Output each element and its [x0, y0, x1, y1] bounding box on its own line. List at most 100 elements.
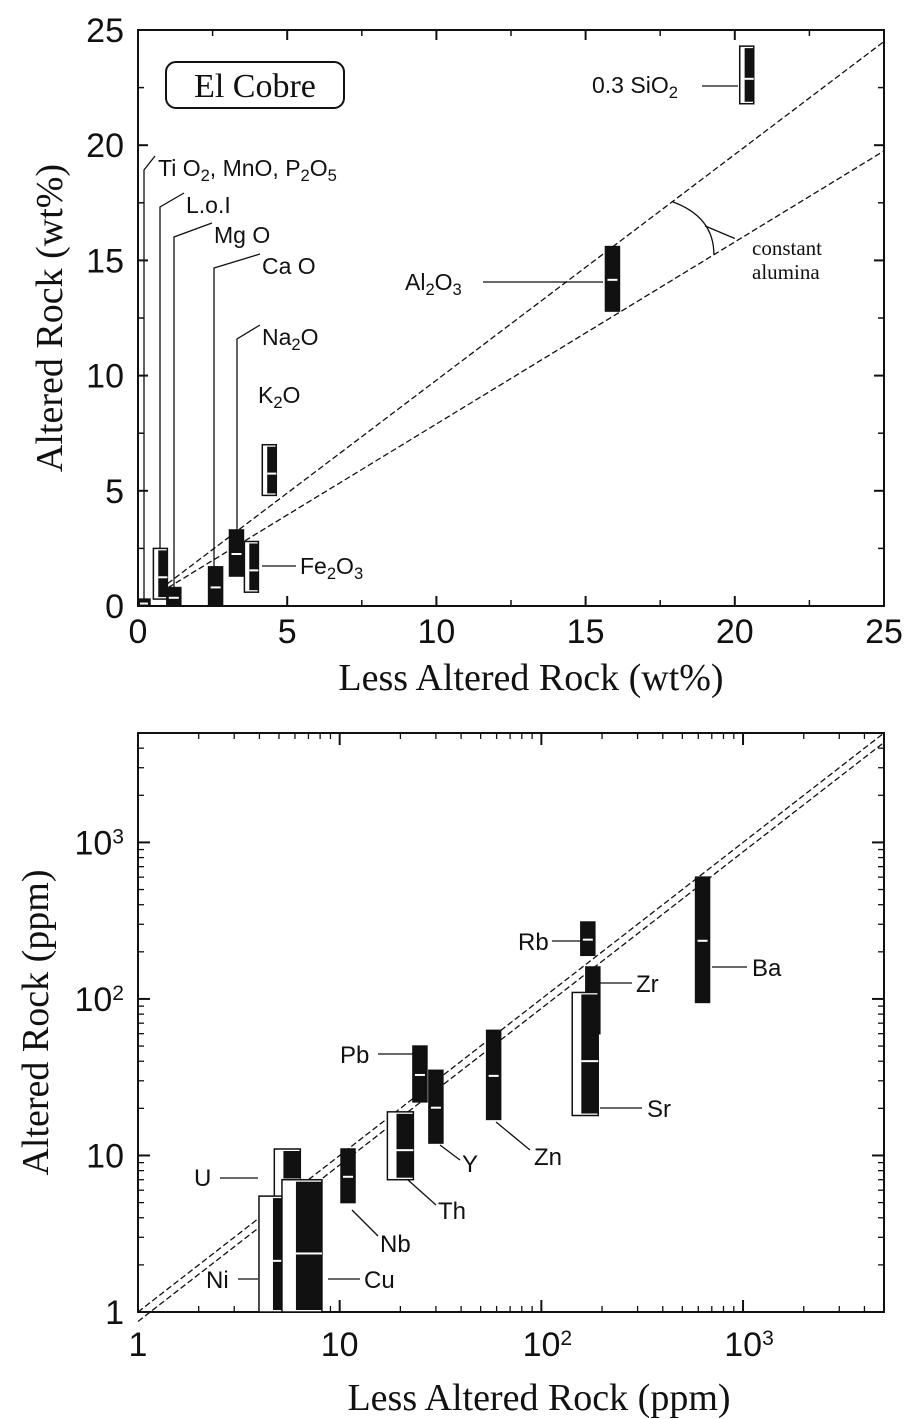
- oxide-bar-5-fill: [267, 446, 277, 494]
- element-bar-th-fill: [396, 1113, 414, 1178]
- major-oxides-panel: 0 5 10 15 20 25 0 5 10 15 20 25 Less Altered Rock (w…: [29, 12, 903, 699]
- y-tick-label: 20: [86, 127, 124, 165]
- oxide-leader-2: [173, 222, 213, 588]
- oxide-label-2: Mg O: [214, 222, 270, 248]
- oxide-label-3: Ca O: [262, 253, 316, 279]
- element-bar-zn-mean: [488, 1074, 499, 1077]
- y-tick-label: 15: [86, 242, 124, 280]
- element-label-zn: Zn: [534, 1144, 562, 1171]
- y-tick-label: 102: [74, 981, 124, 1019]
- element-leader-zn: [495, 1121, 531, 1151]
- plot-frame: [137, 732, 885, 1313]
- oxide-label-8: 0.3 SiO2: [592, 72, 678, 102]
- oxide-bar-1-mean: [158, 576, 168, 579]
- element-bar-sr-fill: [581, 994, 599, 1114]
- element-label-nb: Nb: [380, 1231, 411, 1258]
- y-tick-label: 0: [105, 588, 124, 626]
- oxide-bar-8-mean: [744, 77, 754, 80]
- oxide-bar-6-mean: [249, 569, 259, 572]
- oxide-bar-3-range: [207, 566, 224, 607]
- oxide-bar-5: [261, 443, 278, 497]
- element-bar-pb: [412, 1045, 428, 1103]
- inset-title: El Cobre: [194, 68, 316, 105]
- oxide-bar-8-fill: [744, 48, 754, 102]
- oxide-bar-3: [207, 566, 224, 607]
- element-bar-rb-mean: [582, 938, 593, 941]
- x-tick-label: 25: [865, 613, 903, 651]
- y-tick-label: 25: [86, 12, 124, 50]
- element-label-pb: Pb: [340, 1042, 369, 1069]
- x-axis-title: Less Altered Rock (ppm): [347, 1377, 730, 1419]
- element-bar-nb-mean: [343, 1175, 354, 1178]
- oxide-bar-5-mean: [267, 472, 277, 475]
- element-bar-cu: [281, 1178, 323, 1313]
- element-label-rb: Rb: [518, 929, 549, 956]
- x-axis-title: Less Altered Rock (wt%): [338, 657, 723, 699]
- inset-title-box: [165, 61, 345, 109]
- x-tick-label: 15: [567, 613, 605, 651]
- isocon-line-2: [160, 150, 885, 593]
- oxide-bar-6-fill: [249, 543, 259, 591]
- y-tick-label: 103: [74, 824, 124, 862]
- element-bar-cu-fill: [295, 1181, 322, 1310]
- element-label-y: Y: [462, 1151, 478, 1178]
- alumina-leader: [704, 225, 736, 240]
- oxide-leader-4: [236, 324, 261, 530]
- oxide-bar-0-mean: [139, 602, 148, 605]
- oxide-bar-3-mean: [210, 586, 221, 589]
- element-label-sr: Sr: [647, 1096, 671, 1123]
- element-leader-y: [439, 1144, 461, 1161]
- oxide-bar-7-mean: [607, 278, 618, 281]
- x-tick-label: 0: [129, 613, 148, 651]
- element-bar-sr: [571, 991, 599, 1117]
- y-tick-label: 10: [86, 358, 124, 396]
- trace-elements-panel: 1 10 102 103 1 10 102 103 Less Altered Rock (ppm…: [15, 732, 885, 1419]
- element-label-cu: Cu: [364, 1267, 395, 1294]
- element-bar-cu-mean: [295, 1252, 322, 1255]
- element-label-u: U: [194, 1165, 211, 1192]
- element-leader-th: [407, 1179, 437, 1206]
- element-label-th: Th: [438, 1198, 466, 1225]
- element-bar-zn: [485, 1029, 502, 1121]
- element-leader-nb: [351, 1209, 379, 1237]
- element-bar-rb: [580, 921, 596, 957]
- x-tick-label: 1: [129, 1326, 148, 1364]
- oxide-label-0: Ti O2, MnO, P2O5: [158, 155, 337, 185]
- oxide-bar-8: [738, 45, 755, 105]
- element-bar-rb-range: [580, 921, 596, 957]
- element-bar-ba-range: [694, 876, 711, 1004]
- element-bar-th-mean: [396, 1149, 414, 1152]
- oxide-bar-2: [166, 586, 182, 607]
- isocon-line-1: [159, 41, 885, 590]
- oxide-leader-0: [143, 155, 156, 600]
- element-bar-y-mean: [430, 1106, 441, 1109]
- x-tick-label: 20: [716, 613, 754, 651]
- x-tick-label: 102: [523, 1326, 573, 1364]
- annotation-line2: alumina: [752, 260, 820, 284]
- x-tick-label: 103: [724, 1326, 774, 1364]
- oxide-bar-4: [228, 529, 245, 577]
- element-bar-ba: [694, 876, 711, 1004]
- element-bar-y: [428, 1069, 444, 1144]
- element-bar-pb-mean: [414, 1073, 425, 1076]
- y-axis-title: Altered Rock (wt%): [29, 164, 71, 472]
- x-tick-label: 5: [278, 613, 297, 651]
- element-label-zr: Zr: [636, 971, 659, 998]
- y-axis-title: Altered Rock (ppm): [15, 869, 57, 1175]
- oxide-label-4: Na2O: [262, 324, 319, 354]
- oxide-bar-6: [243, 540, 260, 593]
- alumina-arc: [671, 201, 715, 255]
- y-tick-label: 10: [86, 1137, 124, 1175]
- oxide-label-7: Al2O3: [405, 269, 462, 299]
- oxide-bar-7: [604, 245, 621, 312]
- oxide-label-1: L.o.I: [186, 192, 231, 218]
- element-bar-th: [386, 1111, 415, 1181]
- element-label-ba: Ba: [752, 955, 782, 982]
- y-tick-label: 1: [105, 1294, 124, 1332]
- oxide-label-6: Fe2O3: [300, 553, 363, 583]
- x-tick-label: 10: [417, 613, 455, 651]
- x-tick-label: 10: [321, 1326, 359, 1364]
- oxide-label-5: K2O: [258, 382, 300, 412]
- isocon-line-1: [137, 732, 885, 1313]
